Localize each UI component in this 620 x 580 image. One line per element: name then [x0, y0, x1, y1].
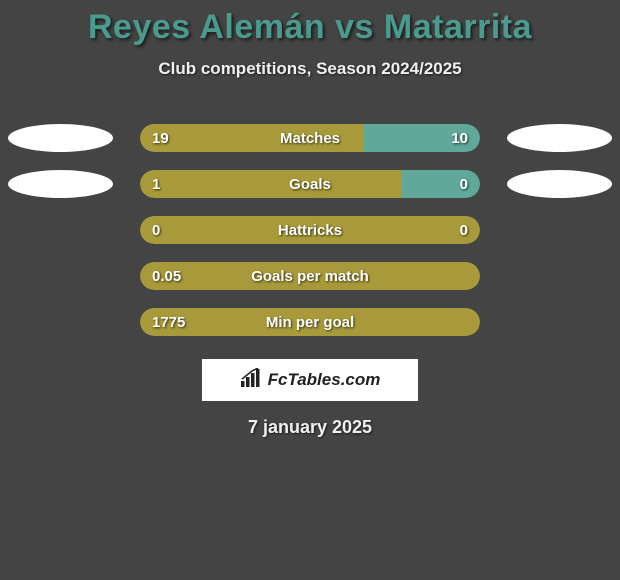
comparison-row: 0.05Goals per match — [0, 253, 620, 299]
logo-box: FcTables.com — [202, 359, 418, 401]
stat-value-right: 0 — [460, 176, 468, 193]
comparison-container: Reyes Alemán vs Matarrita Club competiti… — [0, 0, 620, 438]
stat-bar: 19Matches10 — [140, 124, 480, 152]
comparison-row: 1Goals0 — [0, 161, 620, 207]
logo-text: FcTables.com — [268, 370, 381, 390]
stat-bar: 1775Min per goal — [140, 308, 480, 336]
page-subtitle: Club competitions, Season 2024/2025 — [0, 59, 620, 79]
player-right-ellipse — [507, 124, 612, 152]
comparison-row: 0Hattricks0 — [0, 207, 620, 253]
chart-icon — [240, 368, 264, 393]
stat-label: Min per goal — [140, 314, 480, 331]
player-left-ellipse — [8, 170, 113, 198]
stat-bar: 1Goals0 — [140, 170, 480, 198]
stat-bar: 0Hattricks0 — [140, 216, 480, 244]
stat-value-right: 10 — [451, 130, 468, 147]
stat-label: Matches — [140, 130, 480, 147]
page-title: Reyes Alemán vs Matarrita — [0, 8, 620, 47]
stat-label: Goals — [140, 176, 480, 193]
stat-label: Hattricks — [140, 222, 480, 239]
player-right-ellipse — [507, 170, 612, 198]
stat-value-right: 0 — [460, 222, 468, 239]
comparison-row: 1775Min per goal — [0, 299, 620, 345]
comparison-rows: 19Matches101Goals00Hattricks00.05Goals p… — [0, 115, 620, 345]
comparison-row: 19Matches10 — [0, 115, 620, 161]
player-left-ellipse — [8, 124, 113, 152]
stat-label: Goals per match — [140, 268, 480, 285]
stat-bar: 0.05Goals per match — [140, 262, 480, 290]
date-text: 7 january 2025 — [0, 417, 620, 438]
